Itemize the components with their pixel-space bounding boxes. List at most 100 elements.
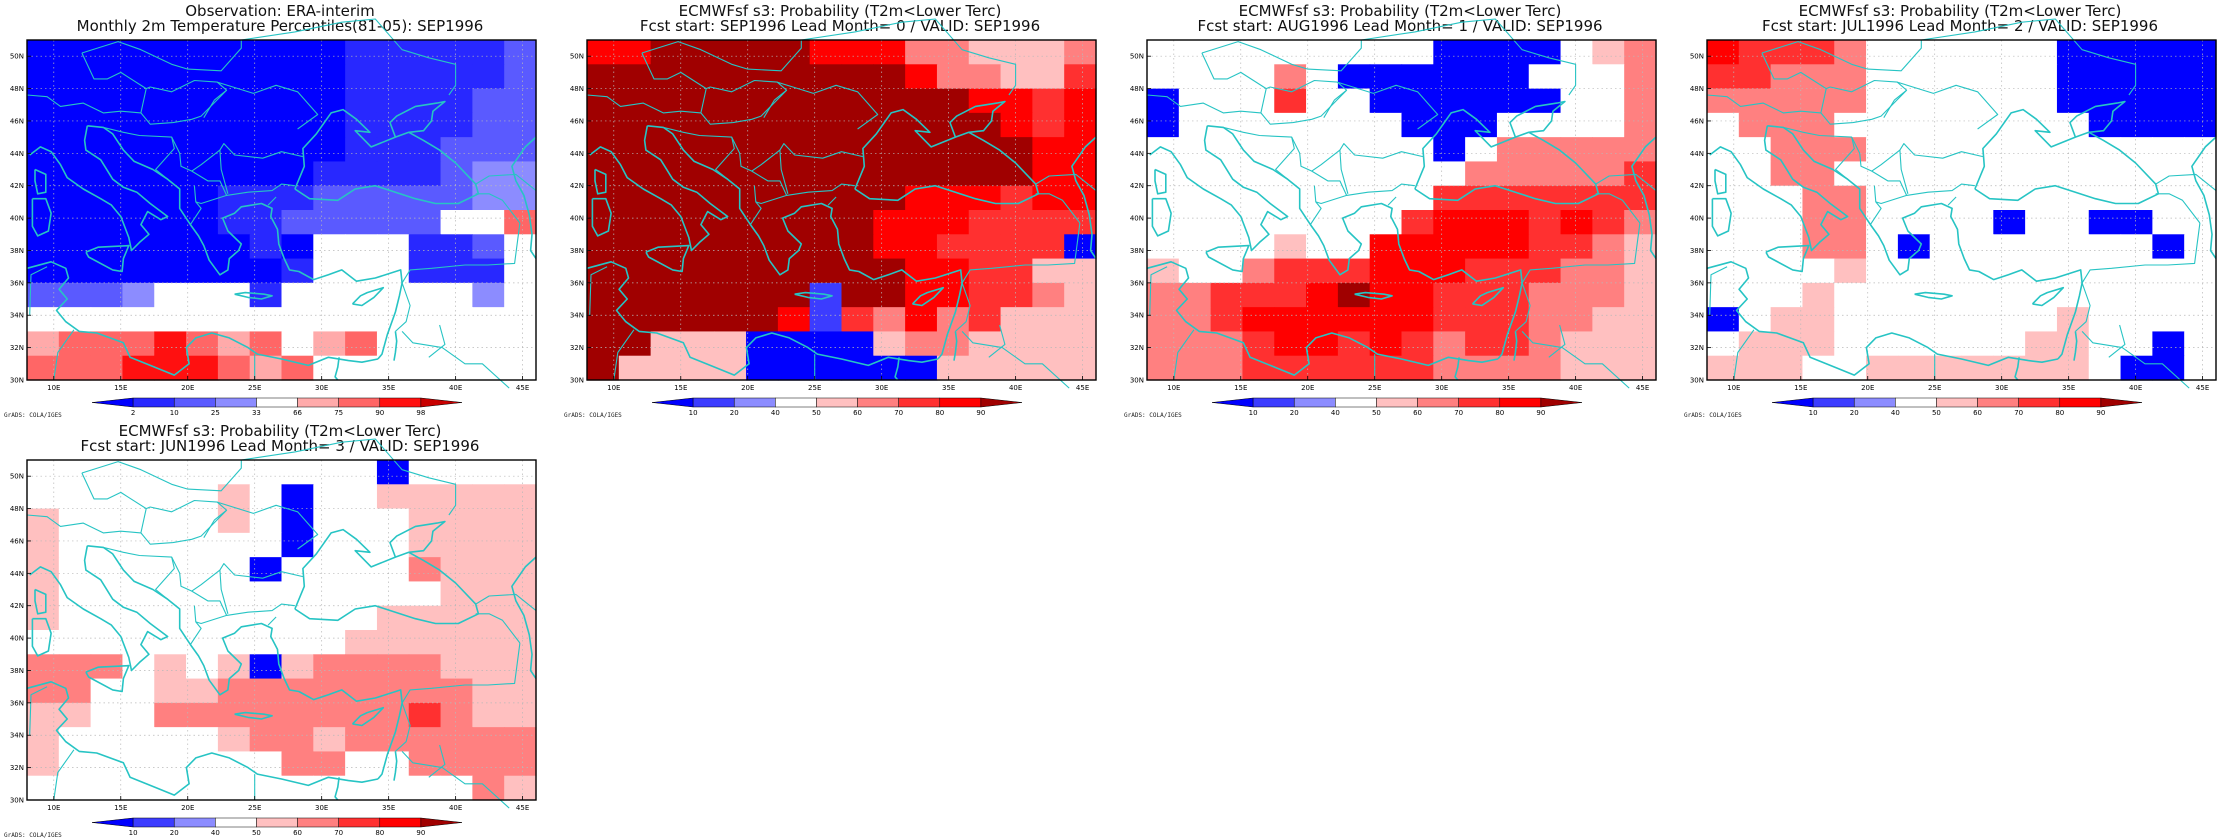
grid-cell	[440, 331, 473, 357]
grid-cell	[2184, 64, 2217, 90]
grid-cell	[1274, 88, 1307, 114]
grid-cell	[281, 112, 314, 138]
grid-cell	[1210, 307, 1244, 333]
colorbar: 10 20 40 50 60 70 80 90	[1771, 397, 2143, 417]
grid-cell	[1147, 331, 1180, 357]
colorbar-label: 66	[293, 409, 302, 417]
grid-cell	[1210, 185, 1244, 211]
grid-cell	[1274, 355, 1307, 381]
grid-cell	[281, 532, 314, 558]
grid-cell	[186, 64, 219, 90]
grid-cell	[746, 355, 779, 381]
grid-cell	[345, 605, 378, 631]
grid-cell	[1000, 161, 1033, 187]
grid-cell	[2025, 40, 2058, 65]
grid-cell	[472, 557, 505, 583]
grid-cell	[1178, 355, 1212, 381]
grid-cell	[2184, 331, 2217, 357]
country-border	[191, 590, 295, 616]
grid-cell	[777, 331, 811, 357]
grid-cell	[1242, 210, 1275, 235]
colorbar-swatch	[91, 817, 134, 828]
coastlines	[1146, 18, 1657, 389]
grid-cell	[2056, 40, 2090, 65]
grid-cell	[472, 331, 505, 357]
coastline	[1154, 168, 1167, 195]
colorbar-swatch	[173, 397, 216, 408]
grid-cell	[313, 331, 346, 357]
grid-cell	[408, 355, 442, 381]
coastline	[1765, 244, 1810, 273]
country-border	[1275, 136, 1295, 180]
grid-cell	[2088, 355, 2122, 381]
grid-cell	[440, 112, 473, 138]
grid-cell	[27, 307, 60, 333]
grid-cell	[313, 532, 346, 558]
grid-cell	[2056, 88, 2090, 114]
grid-cell	[1032, 307, 1065, 333]
coastline	[1149, 125, 1289, 252]
grid-cell	[1866, 210, 1899, 235]
country-border	[191, 170, 295, 196]
grid-cell	[1465, 40, 1498, 65]
grid-cell	[587, 234, 620, 260]
grid-cell	[1000, 137, 1033, 163]
grid-cell	[217, 460, 251, 485]
lat-tick-label: 40N	[10, 215, 24, 223]
country-border	[219, 570, 229, 614]
panel-title: Observation: ERA-interim	[185, 2, 375, 20]
country-border	[1869, 185, 1882, 225]
grid-cell	[440, 630, 473, 655]
grid-cell	[376, 161, 410, 187]
grid-cell	[1000, 307, 1033, 333]
grid-cell	[2152, 64, 2185, 90]
grid-cell	[714, 64, 747, 90]
data-grid	[1147, 40, 1657, 381]
lat-tick-label: 30N	[1690, 377, 1704, 385]
country-border	[663, 126, 864, 172]
grid-cell	[472, 775, 505, 801]
map-frame	[1146, 39, 1657, 381]
grid-cell	[714, 185, 747, 211]
grid-cell	[905, 185, 938, 211]
country-border	[1173, 329, 1195, 381]
grid-cell	[1242, 355, 1275, 381]
grid-cell	[1274, 258, 1307, 284]
grid-cell	[440, 654, 473, 680]
colorbar-label: 60	[853, 409, 862, 417]
grid-cell	[873, 137, 906, 163]
grid-cell	[1401, 210, 1434, 235]
lat-tick-label: 36N	[10, 699, 24, 707]
coastline	[2073, 331, 2078, 361]
grid-cell	[313, 112, 346, 138]
lat-tick-label: 38N	[10, 667, 24, 675]
lon-tick-label: 45E	[1076, 384, 1089, 392]
grid-cell	[650, 64, 684, 90]
coastline	[854, 108, 1040, 205]
grid-cell	[58, 40, 92, 65]
grid-cell	[905, 210, 938, 235]
grid-cell	[1560, 282, 1593, 308]
grid-cell	[1961, 112, 1994, 138]
grid-cell	[1993, 307, 2026, 333]
grid-cell	[154, 258, 187, 284]
grid-cell	[1032, 112, 1065, 138]
grid-cell	[905, 64, 938, 90]
grid-cell	[1592, 161, 1625, 187]
grid-cell	[1242, 161, 1275, 187]
colorbar-label: 80	[375, 829, 384, 837]
country-border	[988, 324, 1006, 358]
grid-cell	[345, 751, 378, 777]
grid-cell	[90, 355, 124, 381]
grid-cell	[587, 307, 620, 333]
country-border	[475, 613, 521, 644]
grid-cell	[587, 64, 620, 90]
grid-cell	[1770, 355, 1804, 381]
grid-cell	[2120, 64, 2153, 90]
grid-cell	[1369, 234, 1403, 260]
country-border	[1146, 52, 1267, 114]
grid-cell	[2025, 234, 2058, 260]
grid-cell	[1560, 210, 1593, 235]
grads-credit: GrADS: COLA/IGES	[564, 412, 622, 419]
grid-cell	[440, 355, 473, 381]
